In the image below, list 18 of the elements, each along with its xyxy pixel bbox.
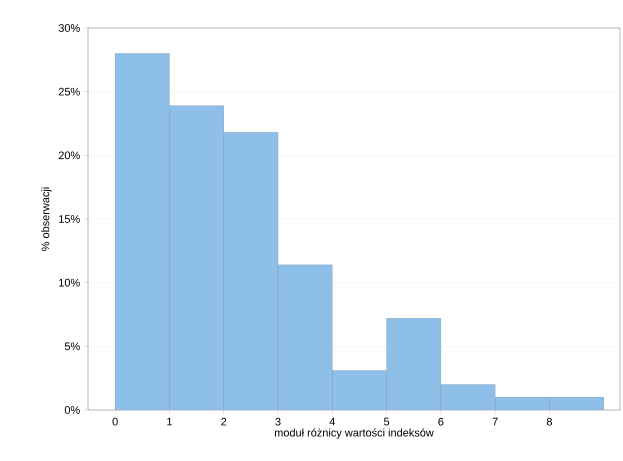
- y-tick-label: 15%: [59, 215, 80, 223]
- x-tick-label: 2: [221, 418, 226, 426]
- x-tick-label: 8: [546, 418, 552, 426]
- x-tick-label: 4: [329, 418, 336, 426]
- y-tick-label: 5%: [64, 342, 80, 350]
- y-tick-label: 30%: [58, 24, 80, 32]
- y-tick-label: 0%: [64, 406, 80, 414]
- x-tick-label: 1: [167, 418, 172, 426]
- x-tick-label: 0: [112, 418, 118, 426]
- x-tick-label: 3: [275, 418, 281, 426]
- y-axis-title: % obserwacji: [41, 187, 52, 251]
- x-tick-label: 5: [384, 418, 390, 426]
- y-tick-label: 20%: [58, 151, 80, 160]
- y-tick-label: 10%: [59, 278, 80, 287]
- y-tick-label: 25%: [58, 88, 80, 96]
- x-tick-label: 6: [438, 418, 444, 426]
- x-axis-title: moduł różnicy wartości indeksów: [274, 428, 434, 439]
- x-tick-label: 7: [492, 418, 498, 426]
